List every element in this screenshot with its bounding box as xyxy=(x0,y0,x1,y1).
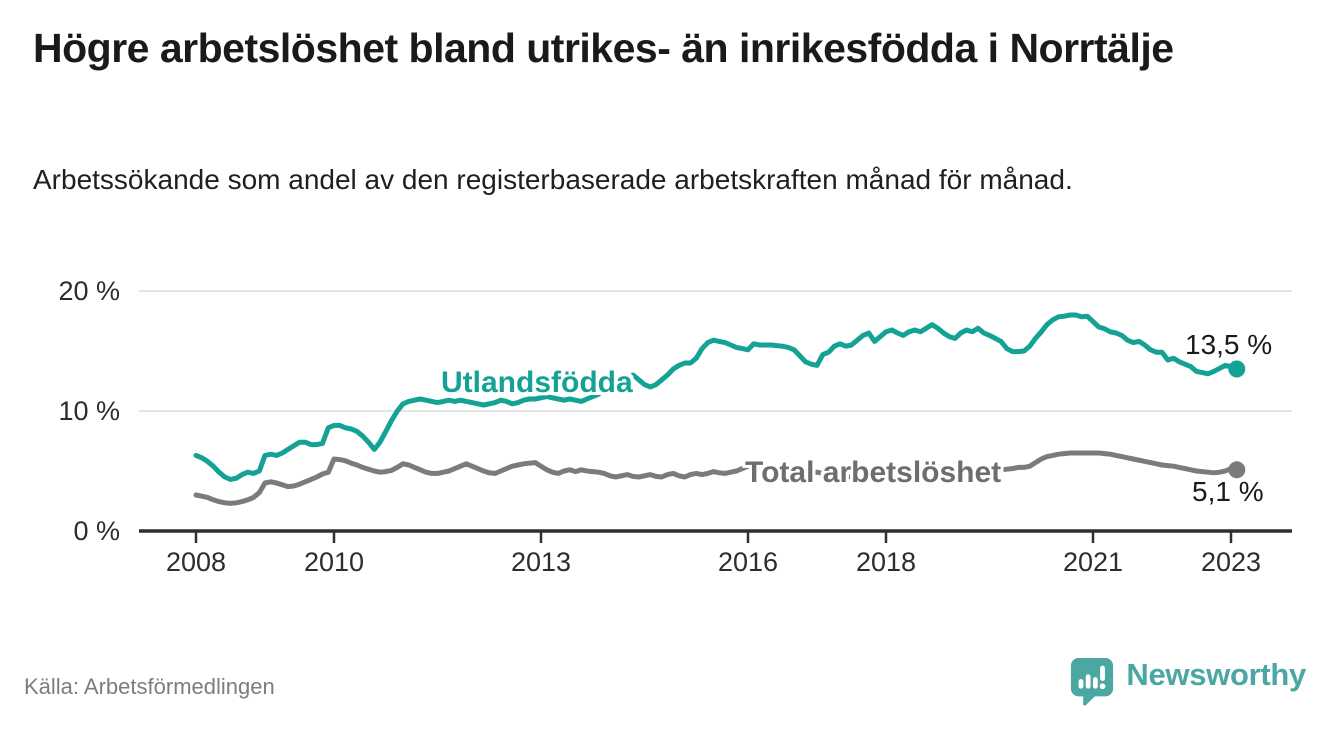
source-note: Källa: Arbetsförmedlingen xyxy=(24,674,275,699)
x-tick-label: 2013 xyxy=(510,547,572,577)
x-tick-label: 2008 xyxy=(165,547,227,577)
series-line-0 xyxy=(193,312,1240,482)
y-tick-label: 0 % xyxy=(73,516,120,546)
series-line-1 xyxy=(193,450,1240,506)
y-tick-label: 10 % xyxy=(58,396,120,426)
series-label-utlandsfodda: Utlandsfödda xyxy=(441,366,633,399)
x-tick-label: 2023 xyxy=(1200,547,1262,577)
series-label-total-arbetsloshet: Total arbetslöshet xyxy=(745,456,1002,489)
series-end-dot-0 xyxy=(1228,360,1246,378)
end-value-label-utlandsfodda: 13,5 % xyxy=(1185,329,1273,360)
x-tick-label: 2021 xyxy=(1062,547,1124,577)
newsworthy-logo: Newsworthy xyxy=(1069,656,1306,706)
x-tick-label: 2018 xyxy=(855,547,917,577)
chart-subtitle: Arbetssökande som andel av den registerb… xyxy=(33,164,1073,195)
y-tick-label: 20 % xyxy=(58,276,120,306)
series-end-dot-1 xyxy=(1228,461,1246,479)
newsworthy-logo-text: Newsworthy xyxy=(1126,657,1306,692)
newsworthy-logo-icon xyxy=(1071,658,1114,706)
x-tick-label: 2016 xyxy=(717,547,779,577)
x-tick-label: 2010 xyxy=(303,547,365,577)
end-value-label-total: 5,1 % xyxy=(1192,476,1264,507)
page-title: Högre arbetslöshet bland utrikes- än inr… xyxy=(33,25,1174,71)
